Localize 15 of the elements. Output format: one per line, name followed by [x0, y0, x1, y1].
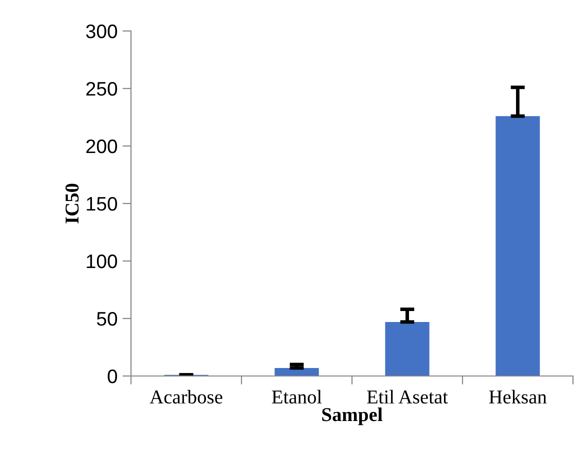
x-tick-label: Heksan — [489, 390, 547, 404]
y-tick-label: 100 — [86, 254, 118, 268]
y-tick-label: 200 — [86, 139, 118, 154]
y-tick-label: 300 — [86, 24, 118, 38]
y-axis-title: IC50 — [66, 184, 79, 224]
x-tick-label: Etanol — [272, 390, 322, 404]
y-tick-label: 0 — [108, 369, 118, 384]
x-tick-label: Acarbose — [150, 390, 222, 404]
y-tick-label: 50 — [96, 312, 118, 326]
x-axis-title: Sampel — [322, 408, 382, 426]
y-tick-label: 250 — [86, 82, 118, 96]
y-tick-label: 150 — [86, 196, 118, 211]
bar — [496, 116, 540, 376]
bar — [385, 322, 430, 376]
x-tick-label: Etil Asetat — [367, 390, 448, 404]
